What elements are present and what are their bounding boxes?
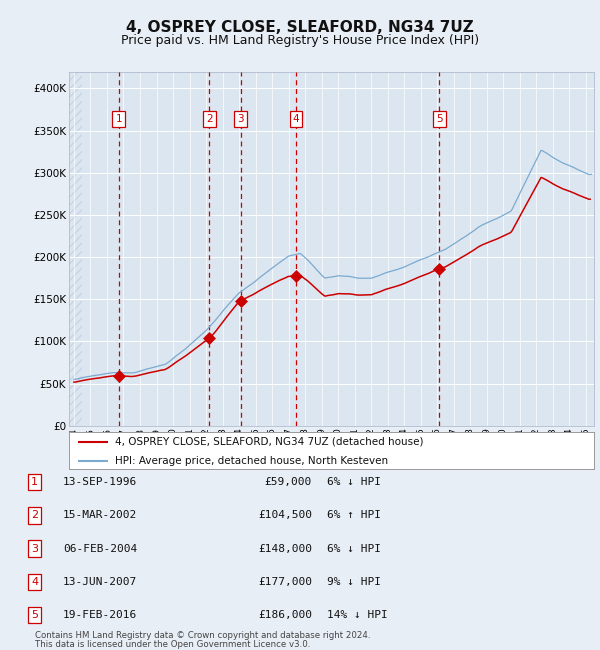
Text: 3: 3 — [237, 114, 244, 124]
Text: Price paid vs. HM Land Registry's House Price Index (HPI): Price paid vs. HM Land Registry's House … — [121, 34, 479, 47]
Text: 2: 2 — [31, 510, 38, 521]
Text: 9% ↓ HPI: 9% ↓ HPI — [327, 577, 381, 587]
Text: 4: 4 — [31, 577, 38, 587]
Text: 4: 4 — [293, 114, 299, 124]
Text: 1: 1 — [31, 477, 38, 488]
Text: 5: 5 — [31, 610, 38, 620]
Text: HPI: Average price, detached house, North Kesteven: HPI: Average price, detached house, Nort… — [115, 456, 388, 466]
Text: £104,500: £104,500 — [258, 510, 312, 521]
Text: This data is licensed under the Open Government Licence v3.0.: This data is licensed under the Open Gov… — [35, 640, 310, 649]
Text: 1: 1 — [115, 114, 122, 124]
Text: £148,000: £148,000 — [258, 543, 312, 554]
Text: 06-FEB-2004: 06-FEB-2004 — [63, 543, 137, 554]
Text: £177,000: £177,000 — [258, 577, 312, 587]
Text: 19-FEB-2016: 19-FEB-2016 — [63, 610, 137, 620]
Text: 13-SEP-1996: 13-SEP-1996 — [63, 477, 137, 488]
Text: 5: 5 — [436, 114, 443, 124]
Text: 4, OSPREY CLOSE, SLEAFORD, NG34 7UZ (detached house): 4, OSPREY CLOSE, SLEAFORD, NG34 7UZ (det… — [115, 437, 424, 447]
Text: £59,000: £59,000 — [265, 477, 312, 488]
Text: 6% ↓ HPI: 6% ↓ HPI — [327, 543, 381, 554]
Text: 6% ↑ HPI: 6% ↑ HPI — [327, 510, 381, 521]
Text: 14% ↓ HPI: 14% ↓ HPI — [327, 610, 388, 620]
Text: 15-MAR-2002: 15-MAR-2002 — [63, 510, 137, 521]
Text: 6% ↓ HPI: 6% ↓ HPI — [327, 477, 381, 488]
Text: 13-JUN-2007: 13-JUN-2007 — [63, 577, 137, 587]
Text: £186,000: £186,000 — [258, 610, 312, 620]
Text: Contains HM Land Registry data © Crown copyright and database right 2024.: Contains HM Land Registry data © Crown c… — [35, 631, 370, 640]
Text: 2: 2 — [206, 114, 213, 124]
Text: 3: 3 — [31, 543, 38, 554]
Text: 4, OSPREY CLOSE, SLEAFORD, NG34 7UZ: 4, OSPREY CLOSE, SLEAFORD, NG34 7UZ — [126, 20, 474, 35]
